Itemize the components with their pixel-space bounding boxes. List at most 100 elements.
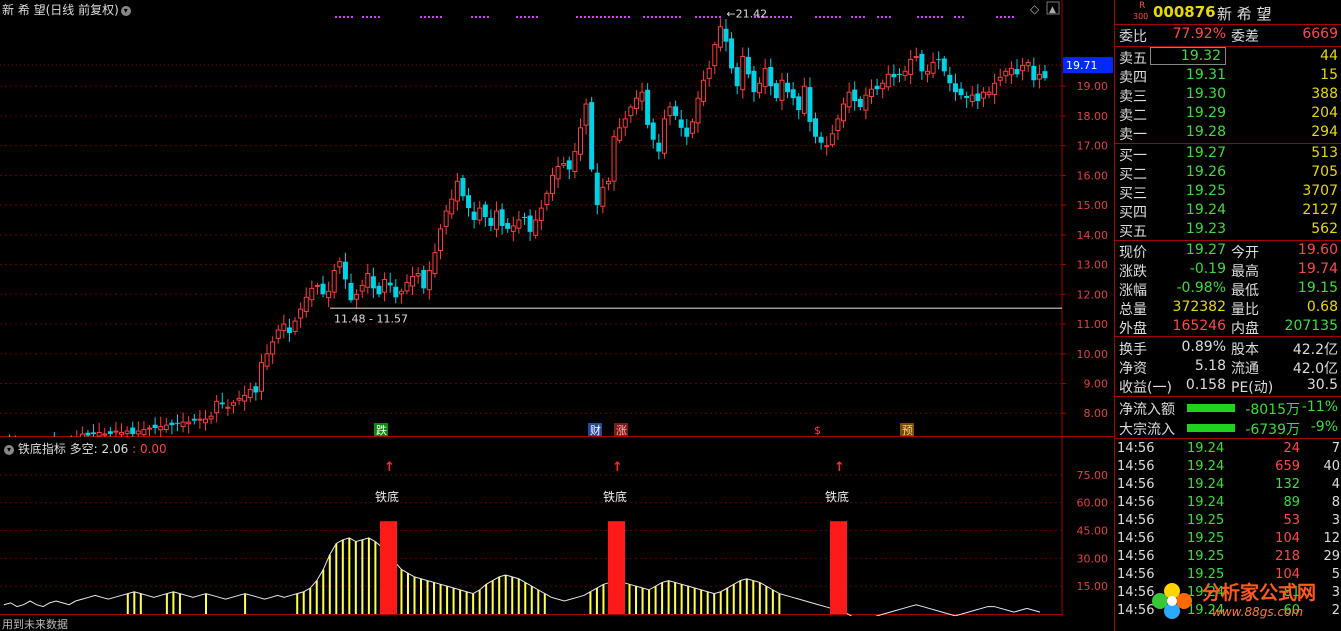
y-tick-label: 13.00 — [1077, 259, 1109, 272]
candle-body — [734, 67, 740, 87]
divider — [1115, 438, 1341, 439]
stat2-row: 收益(一) 0.158 PE(动) 30.5 — [1117, 377, 1340, 396]
tick-price: 19.25 — [1187, 567, 1225, 582]
weicha-value: 6669 — [1302, 26, 1338, 42]
candle-body — [96, 432, 102, 437]
candle-body — [947, 74, 953, 84]
y-tick-label: 30.00 — [1077, 552, 1109, 565]
header-dot — [815, 16, 817, 18]
chevron-down-icon[interactable]: ▾ — [120, 5, 131, 16]
header-dot — [758, 16, 760, 18]
header-dot — [719, 16, 721, 18]
tick-time: 14:56 — [1117, 495, 1155, 510]
indicator-chart[interactable]: 75.00 60.00 45.00 30.00 15.00 ↑ 铁底 ↑ 铁底 ↑ 铁底 — [0, 437, 1114, 616]
y-tick-label: 19.00 — [1077, 80, 1109, 93]
tick-time: 14:56 — [1117, 585, 1155, 600]
quote-panel: R 300 000876 新 希 望委比 77.92% 委差 6669 卖五 19.32 44 卖四… — [1114, 0, 1341, 631]
candle-body — [281, 323, 287, 332]
candle-body — [264, 353, 270, 367]
flow-pct: -9% — [1310, 419, 1338, 435]
candle-body — [247, 388, 253, 398]
y-tick-label: 60.00 — [1077, 497, 1109, 510]
signal-bar — [608, 521, 625, 614]
candle-body — [835, 118, 841, 131]
tick-volume: 132 — [1275, 477, 1300, 492]
candle-body — [438, 228, 444, 252]
candle-body — [768, 66, 774, 87]
tick-time: 14:56 — [1117, 549, 1155, 564]
ask-price: 19.30 — [1185, 86, 1226, 102]
header-dot — [604, 16, 606, 18]
stat-value: -0.98% — [1176, 280, 1226, 296]
header-dot — [790, 16, 792, 18]
candle-body — [309, 287, 315, 301]
header-dot — [580, 16, 582, 18]
header-dot — [823, 16, 825, 18]
tick-row: 14:56 19.25 218 29 — [1117, 549, 1340, 567]
divider — [1115, 143, 1341, 144]
ask-row: 卖四 19.31 15 — [1117, 67, 1340, 86]
stat-value: 19.27 — [1185, 242, 1226, 258]
candle-body — [404, 281, 410, 292]
candlestick-chart[interactable]: 19.00 18.00 17.00 16.00 15.00 14.00 13.00 12.00… — [0, 0, 1114, 437]
header-dot — [588, 16, 590, 18]
tick-volume: 89 — [1283, 495, 1300, 510]
candle-body — [717, 26, 723, 48]
candle-body — [633, 97, 639, 110]
tick-count: 40 — [1323, 459, 1340, 474]
candle-body — [986, 91, 992, 96]
flow-row: 大宗流入 -6739万 -9% — [1117, 419, 1340, 438]
candle-body — [952, 83, 958, 93]
stat-value: 372382 — [1172, 299, 1226, 315]
tick-price: 19.24 — [1187, 459, 1225, 474]
stat2-row: 换手 0.89% 股本 42.2亿 — [1117, 339, 1340, 358]
candle-body — [191, 418, 197, 421]
header-dot — [624, 16, 626, 18]
candle-body — [147, 427, 153, 430]
tick-time: 14:56 — [1117, 567, 1155, 582]
candle-body — [398, 290, 404, 295]
candle-body — [477, 207, 483, 221]
candle-body — [225, 406, 231, 409]
candle-body — [818, 136, 824, 143]
bid-row: 买三 19.25 3707 — [1117, 183, 1340, 202]
watermark-logo: 分析家公式网 www.88gs.com — [1150, 575, 1340, 631]
candle-body — [180, 421, 186, 428]
header-dot — [679, 16, 681, 18]
candle-body — [936, 59, 942, 61]
candle-body — [298, 308, 304, 319]
ask-price: 19.29 — [1185, 105, 1226, 121]
candle-body — [1031, 65, 1037, 81]
header-dot — [925, 16, 927, 18]
divider — [1115, 396, 1341, 397]
bid-volume: 2127 — [1302, 202, 1338, 218]
candle-body — [656, 142, 662, 152]
header-dot — [339, 16, 341, 18]
candle-body — [421, 270, 427, 289]
indicator-name: 铁底指标 — [17, 442, 66, 456]
header-dot — [827, 16, 829, 18]
signal-bar — [380, 521, 397, 614]
y-tick-label: 12.00 — [1077, 288, 1109, 301]
candle-body — [958, 88, 964, 96]
header-dot — [695, 16, 697, 18]
header-dot — [366, 16, 368, 18]
tick-price: 19.24 — [1187, 585, 1225, 600]
stat-label: 最低 — [1231, 283, 1259, 299]
chevron-down-icon[interactable]: ▾ — [4, 444, 14, 455]
candle-body — [841, 103, 847, 122]
stat-label: 净资 — [1119, 361, 1147, 377]
header-dot — [835, 16, 837, 18]
header-dot — [479, 16, 481, 18]
tick-row: 14:56 19.24 24 7 — [1117, 441, 1340, 459]
divider — [1115, 240, 1341, 241]
header-dot — [471, 16, 473, 18]
header-dot — [885, 16, 887, 18]
candle-body — [975, 93, 981, 102]
candle-body — [885, 73, 891, 88]
candle-body — [393, 286, 399, 298]
candle-body — [219, 402, 225, 405]
candle-body — [354, 293, 360, 300]
candle-body — [572, 151, 578, 172]
stat-label: 涨跌 — [1119, 264, 1147, 280]
